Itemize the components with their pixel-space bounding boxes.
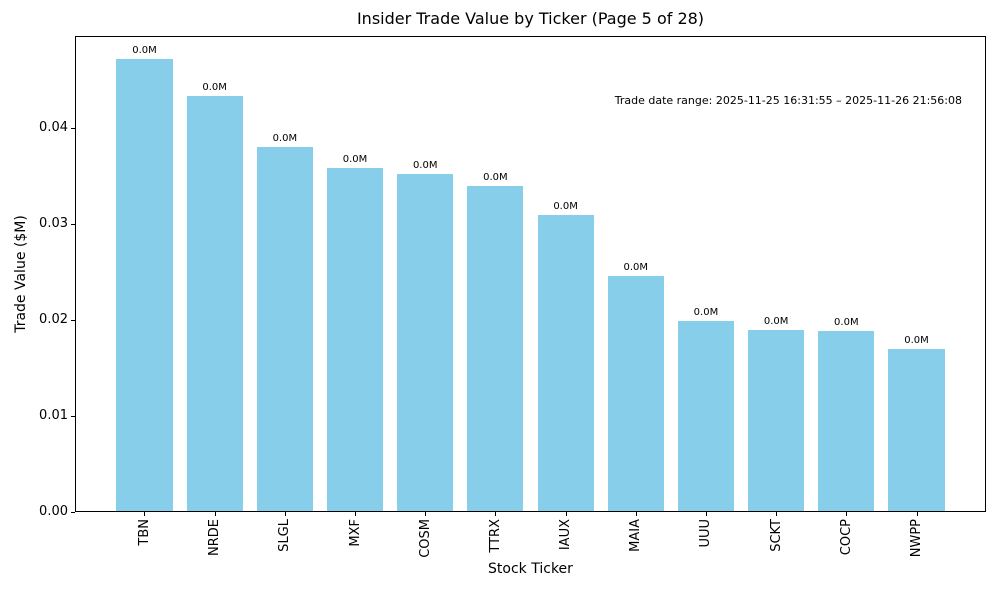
bar-value-label: 0.0M [272, 133, 298, 145]
x-tick-mark [425, 512, 427, 516]
y-tick-mark [71, 127, 75, 129]
bar-value-label: 0.0M [904, 334, 929, 346]
x-tick-label: NRDE [207, 519, 223, 556]
y-tick-mark [71, 511, 75, 513]
x-tick-mark [144, 512, 146, 516]
x-tick-mark [846, 512, 848, 516]
y-tick-label: 0.00 [39, 504, 68, 519]
bar-sckt [748, 329, 805, 511]
x-tick-mark [495, 512, 497, 516]
x-tick-label: IAUX [558, 519, 574, 551]
bar-tbn [116, 59, 173, 511]
x-tick-mark [214, 512, 216, 516]
bar-nwpp [888, 348, 945, 511]
x-tick-label: TBN [136, 519, 152, 546]
x-tick-label: COSM [417, 519, 433, 558]
y-tick-label: 0.01 [39, 408, 68, 424]
x-axis-label: Stock Ticker [488, 561, 573, 577]
y-tick-mark [71, 415, 75, 417]
x-tick-label: UUU [698, 519, 714, 548]
x-tick-label: COCP [838, 519, 854, 556]
bar-value-label: 0.0M [483, 171, 508, 183]
y-tick-mark [71, 319, 75, 321]
y-axis-label: Trade Value ($M) [13, 215, 29, 333]
bar-value-label: 0.0M [553, 201, 578, 213]
x-tick-label: MAIA [628, 519, 644, 552]
y-tick-label: 0.04 [39, 120, 68, 136]
bar-maia [607, 275, 664, 511]
x-tick-label: MXF [347, 519, 363, 547]
y-tick-label: 0.03 [39, 216, 68, 232]
x-tick-label: TTRX [487, 519, 503, 553]
bar-value-label: 0.0M [342, 154, 368, 166]
bar-value-label: 0.0M [412, 160, 438, 172]
bar-value-label: 0.0M [202, 82, 227, 94]
x-tick-label: SLGL [277, 519, 293, 552]
bar-uuu [677, 321, 735, 511]
bar-ttrx [467, 185, 524, 511]
bar-value-label: 0.0M [623, 261, 649, 273]
x-tick-mark [705, 512, 707, 516]
x-tick-label: SCKT [768, 519, 784, 552]
bar-cocp [818, 330, 875, 511]
bar-iaux [537, 215, 594, 511]
x-tick-mark [776, 512, 778, 516]
x-tick-label: NWPP [909, 519, 925, 558]
x-tick-mark [635, 512, 637, 516]
bar-value-label: 0.0M [834, 316, 859, 328]
x-tick-mark [284, 512, 286, 516]
bar-mxf [326, 168, 384, 511]
date-range-annotation: Trade date range: 2025-11-25 16:31:55 – … [614, 94, 962, 107]
bar-nrde [186, 96, 243, 511]
bar-slgl [256, 147, 313, 511]
y-tick-label: 0.02 [39, 312, 68, 328]
chart-title: Insider Trade Value by Ticker (Page 5 of… [356, 9, 705, 28]
bar-value-label: 0.0M [693, 307, 719, 319]
bar-cosm [397, 174, 454, 511]
x-tick-mark [565, 512, 567, 516]
bar-value-label: 0.0M [132, 45, 157, 57]
y-tick-mark [71, 223, 75, 225]
bar-value-label: 0.0M [763, 315, 789, 327]
x-tick-mark [355, 512, 357, 516]
x-tick-mark [916, 512, 918, 516]
